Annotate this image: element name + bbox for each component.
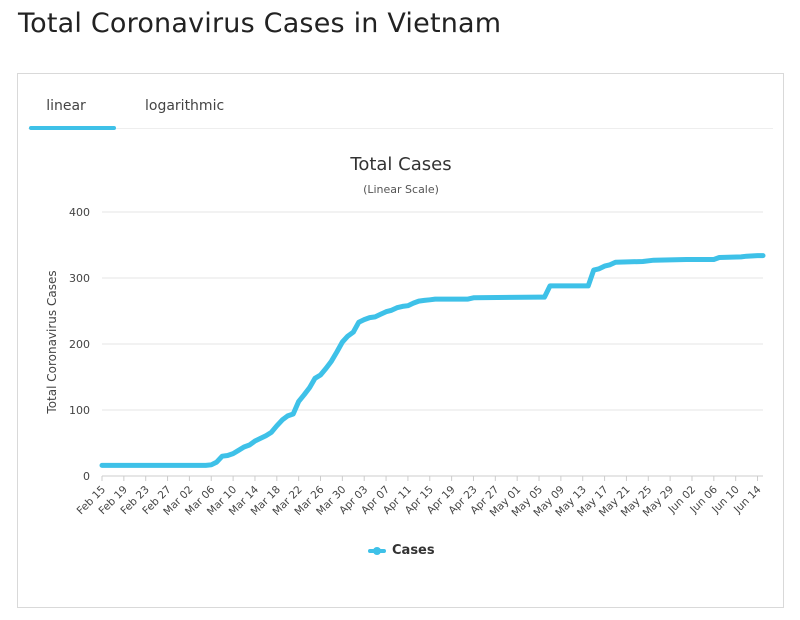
y-tick-label: 200 — [69, 338, 90, 351]
active-tab-indicator — [29, 126, 116, 130]
y-axis-title: Total Coronavirus Cases — [45, 270, 59, 414]
scale-tabs: linear logarithmic — [18, 74, 783, 130]
chart-subtitle: (Linear Scale) — [363, 183, 439, 196]
tab-linear[interactable]: linear — [46, 98, 86, 114]
y-tick-label: 0 — [83, 470, 90, 483]
y-tick-label: 300 — [69, 272, 90, 285]
y-tick-labels: 0 100 200 300 400 — [69, 206, 90, 483]
chart-title: Total Cases — [349, 154, 451, 175]
y-tick-label: 100 — [69, 404, 90, 417]
series-layer — [99, 253, 766, 468]
series-line-cases[interactable] — [99, 253, 766, 468]
legend[interactable]: Cases — [368, 543, 435, 558]
legend-cases-label: Cases — [392, 543, 435, 558]
legend-cases-swatch — [368, 546, 386, 556]
cases-line-chart: Total Cases (Linear Scale) Total Coronav… — [45, 154, 766, 519]
y-tick-label: 400 — [69, 206, 90, 219]
grid-lines — [102, 211, 763, 477]
page-title: Total Coronavirus Cases in Vietnam — [18, 8, 502, 39]
tab-logarithmic[interactable]: logarithmic — [145, 98, 225, 114]
chart-card: linear logarithmic Total Cases (Linear S… — [17, 73, 784, 608]
tabs-divider — [28, 128, 773, 129]
